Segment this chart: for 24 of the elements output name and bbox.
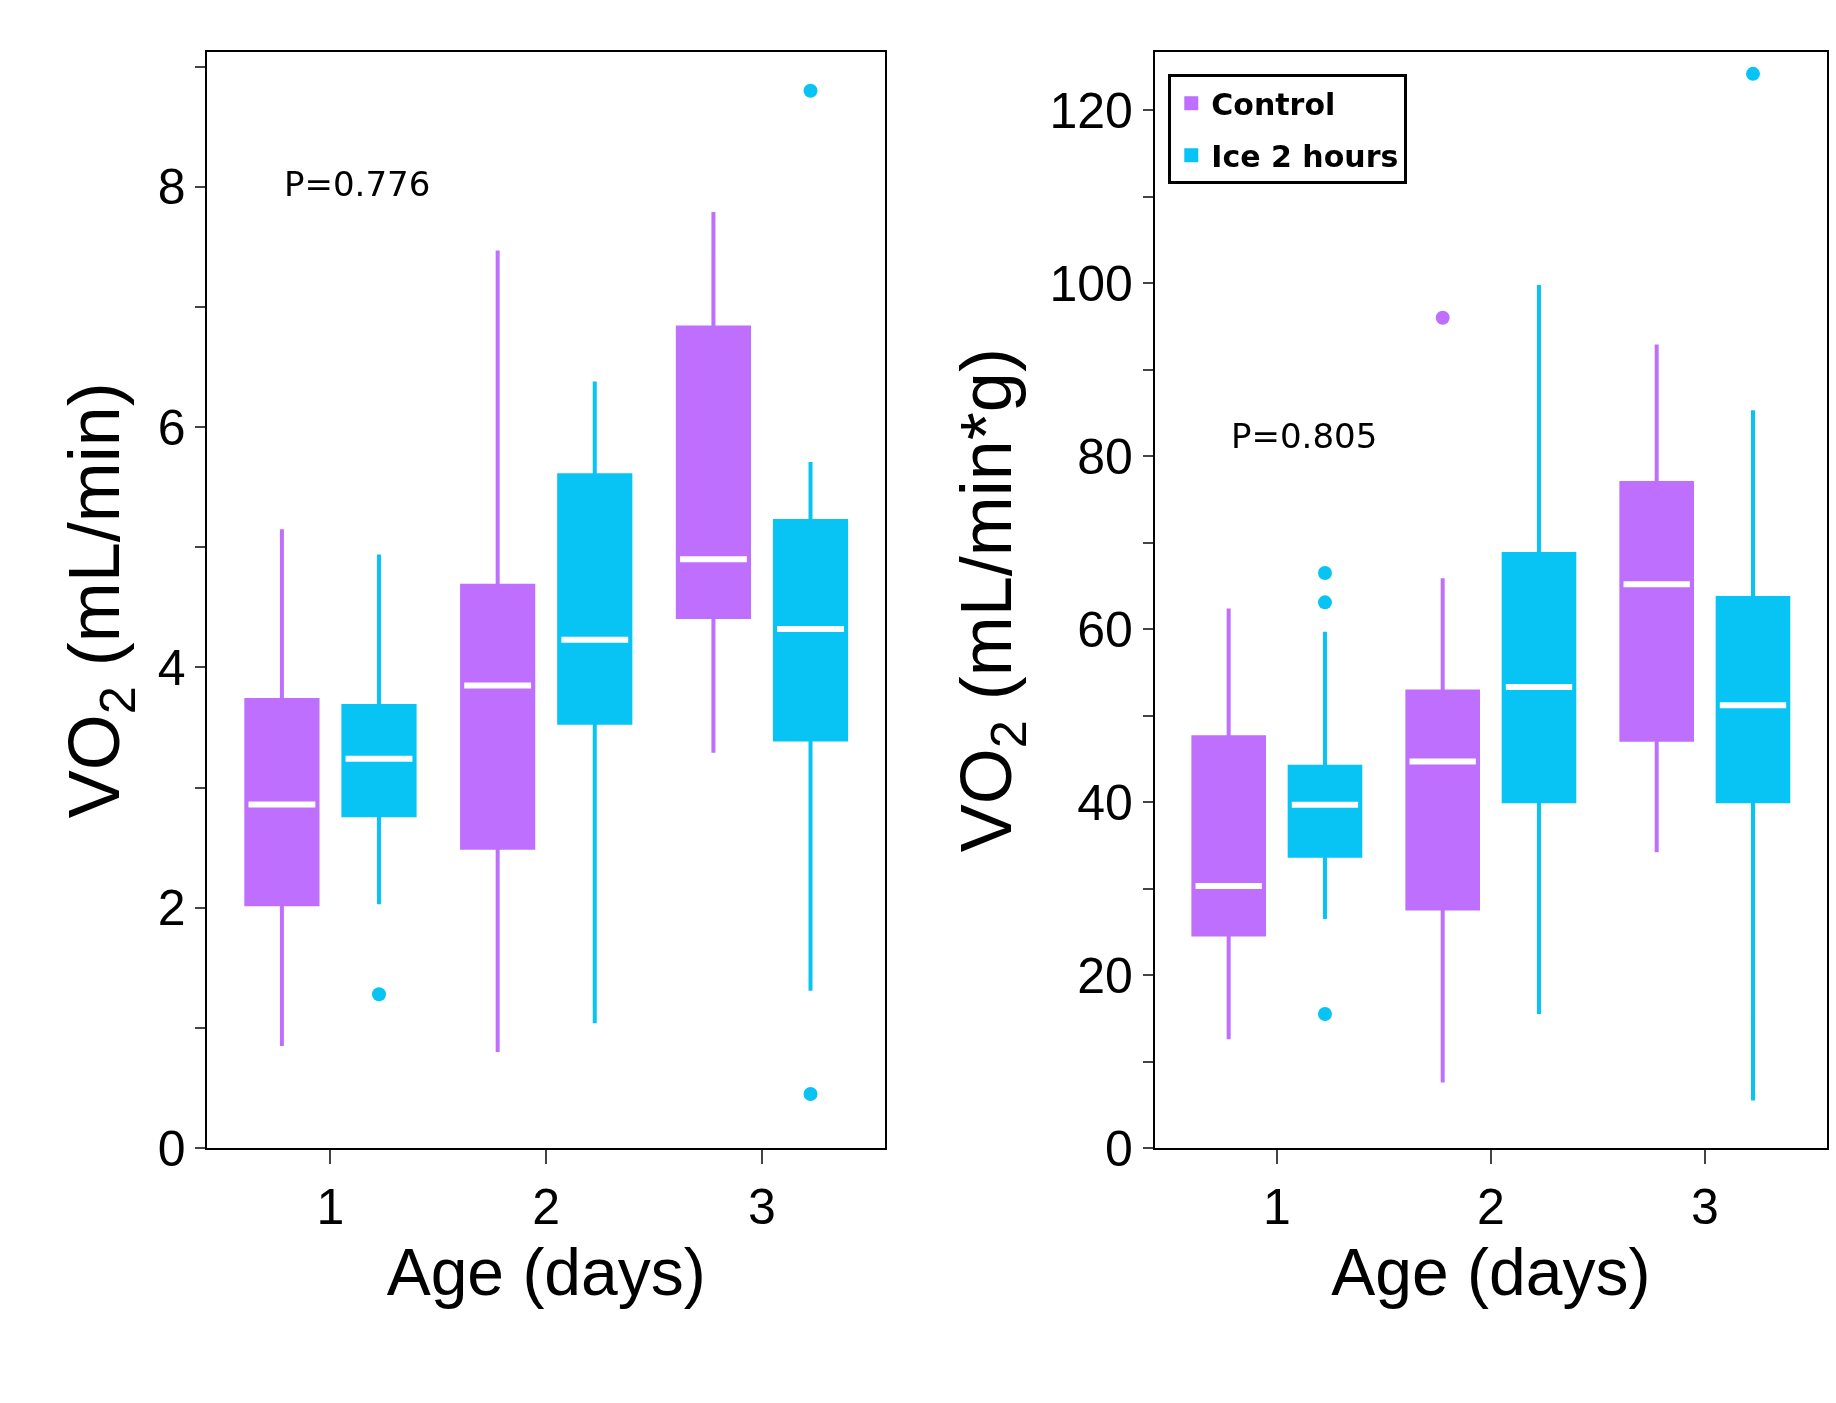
y-tick-label: 0	[157, 1120, 186, 1177]
y-tick-label: 60	[1077, 601, 1133, 658]
y-tick-label: 80	[1077, 428, 1133, 485]
x-tick-label: 3	[748, 1179, 776, 1236]
y-tick-label: 2	[157, 880, 186, 937]
y-tick-label: 4	[157, 639, 186, 696]
annotation: P=0.805	[1231, 416, 1378, 456]
y-tick-label: 6	[157, 399, 186, 456]
y-tick-label: 8	[157, 159, 186, 216]
y-tick-label: 40	[1077, 774, 1133, 831]
x-tick-label: 1	[316, 1179, 345, 1236]
x-tick-label: 2	[532, 1179, 561, 1236]
x-axis-title: Age (days)	[386, 1235, 706, 1310]
annotation: P=0.776	[284, 164, 431, 204]
x-tick-label: 2	[1476, 1179, 1505, 1236]
y-tick-label: 100	[1049, 255, 1133, 312]
y-tick-label: 0	[1105, 1120, 1133, 1177]
x-tick-label: 1	[1262, 1179, 1291, 1236]
x-tick-label: 3	[1690, 1179, 1719, 1236]
y-tick-label: 20	[1077, 947, 1133, 1004]
y-tick-label: 120	[1049, 82, 1133, 139]
x-axis-title: Age (days)	[1331, 1235, 1651, 1310]
legend-label: Control	[1211, 86, 1336, 122]
legend-label: Ice 2 hours	[1211, 138, 1399, 174]
